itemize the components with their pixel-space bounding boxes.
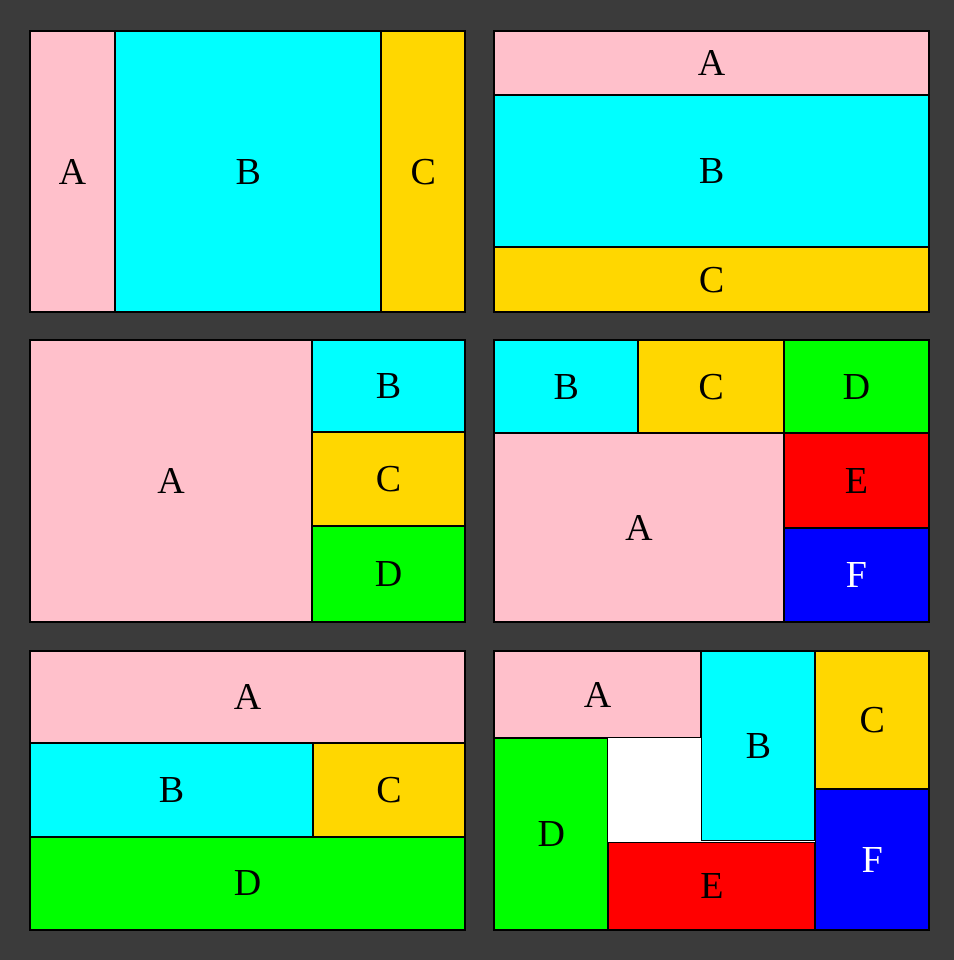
region-d: D bbox=[30, 836, 465, 930]
region-b: B bbox=[701, 651, 816, 841]
region-b: B bbox=[494, 340, 639, 434]
region-label: D bbox=[537, 813, 565, 856]
region-e: E bbox=[783, 433, 929, 529]
region-f: F bbox=[783, 528, 929, 622]
panel-middle-right: B C D A E F bbox=[493, 339, 930, 623]
region-label: A bbox=[625, 506, 653, 549]
region-label: D bbox=[233, 862, 262, 905]
region-a: A bbox=[30, 340, 312, 622]
region-label: D bbox=[374, 553, 403, 596]
region-d: D bbox=[783, 340, 929, 434]
region-c: C bbox=[638, 340, 784, 434]
region-label: B bbox=[375, 364, 402, 407]
region-a: A bbox=[30, 651, 465, 744]
region-b: B bbox=[494, 94, 929, 248]
region-label: F bbox=[845, 554, 867, 597]
region-d: D bbox=[311, 526, 465, 622]
region-label: A bbox=[583, 673, 612, 716]
region-a: A bbox=[30, 31, 115, 312]
region-label: F bbox=[861, 838, 883, 881]
region-label: C bbox=[376, 768, 402, 811]
panel-top-left: A B C bbox=[29, 30, 466, 313]
region-label: E bbox=[844, 459, 868, 502]
region-label: A bbox=[697, 41, 726, 84]
region-label: C bbox=[410, 150, 436, 193]
region-label: C bbox=[698, 258, 725, 301]
region-label: B bbox=[745, 724, 771, 767]
region-a: A bbox=[494, 651, 702, 739]
region-c: C bbox=[494, 247, 929, 312]
region-f: F bbox=[815, 789, 929, 930]
panel-bottom-left: A B C D bbox=[29, 650, 466, 931]
region-a: A bbox=[494, 31, 929, 95]
region-label: B bbox=[698, 150, 725, 193]
region-label: E bbox=[700, 864, 724, 907]
region-label: B bbox=[553, 365, 579, 408]
panel-top-right: A B C bbox=[493, 30, 930, 313]
region-label: A bbox=[233, 676, 262, 719]
region-e: E bbox=[608, 841, 816, 930]
region-c: C bbox=[381, 31, 465, 312]
region-label: A bbox=[58, 150, 87, 193]
region-b: B bbox=[311, 340, 465, 432]
region-label: B bbox=[235, 150, 261, 193]
region-c: C bbox=[312, 743, 465, 837]
region-d: D bbox=[494, 738, 609, 930]
region-c: C bbox=[815, 651, 929, 790]
region-label: C bbox=[375, 458, 402, 501]
region-label: C bbox=[859, 699, 885, 742]
region-label: C bbox=[698, 365, 724, 408]
panel-bottom-right: A B C D E F bbox=[493, 650, 930, 931]
region-label: A bbox=[157, 460, 185, 502]
region-label: B bbox=[158, 768, 185, 811]
region-b: B bbox=[30, 743, 313, 837]
panel-middle-left: A B C D bbox=[29, 339, 466, 623]
region-b: B bbox=[114, 31, 382, 312]
region-label: D bbox=[842, 365, 871, 408]
region-c: C bbox=[311, 431, 465, 527]
region-a: A bbox=[494, 433, 784, 622]
